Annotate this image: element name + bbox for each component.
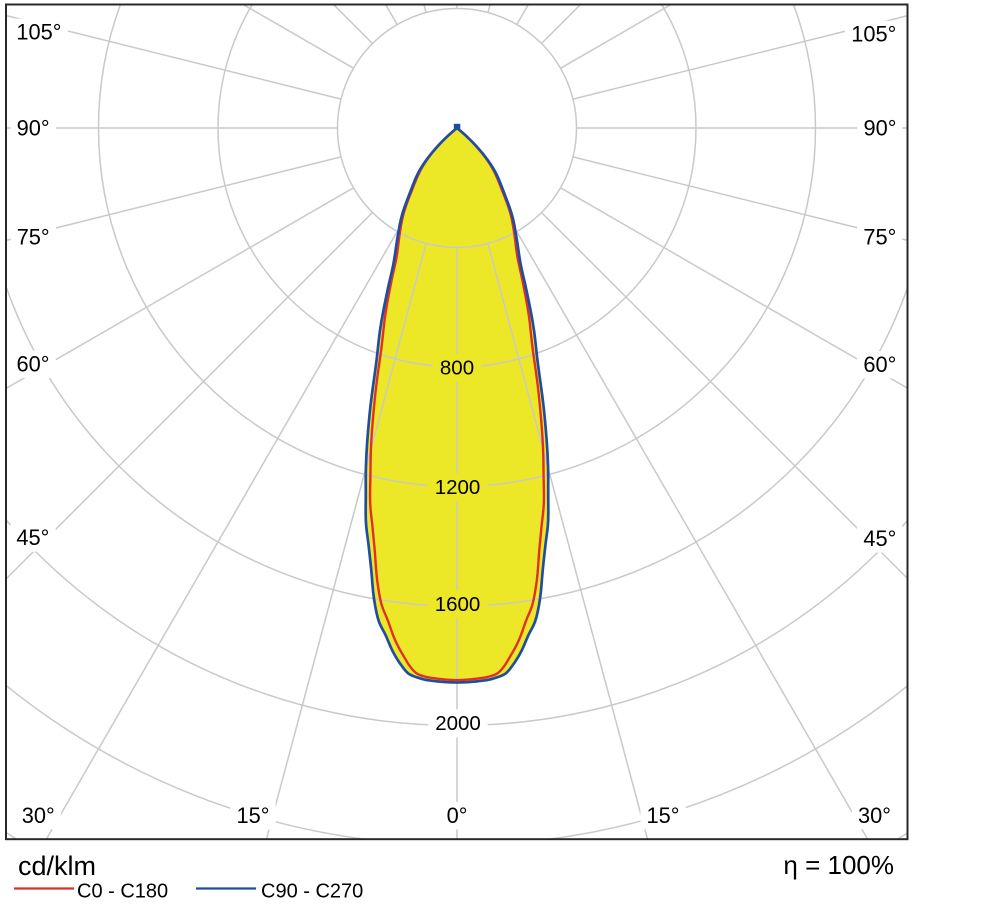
- svg-text:60°: 60°: [863, 352, 896, 377]
- svg-text:C90 - C270: C90 - C270: [261, 881, 363, 903]
- svg-text:90°: 90°: [17, 115, 50, 140]
- svg-text:0°: 0°: [447, 803, 468, 828]
- svg-text:45°: 45°: [16, 525, 49, 550]
- svg-text:η = 100%: η = 100%: [783, 850, 894, 880]
- svg-text:60°: 60°: [17, 352, 50, 377]
- svg-text:45°: 45°: [863, 526, 896, 551]
- svg-text:90°: 90°: [864, 115, 897, 140]
- svg-text:800: 800: [440, 357, 474, 380]
- svg-text:30°: 30°: [22, 803, 55, 828]
- svg-text:105°: 105°: [851, 22, 896, 47]
- svg-text:C0 - C180: C0 - C180: [77, 881, 168, 903]
- svg-text:105°: 105°: [16, 20, 61, 45]
- svg-text:15°: 15°: [647, 803, 680, 828]
- svg-text:1200: 1200: [435, 476, 481, 499]
- svg-text:30°: 30°: [858, 803, 891, 828]
- svg-text:cd/klm: cd/klm: [18, 851, 96, 881]
- svg-text:75°: 75°: [17, 224, 50, 249]
- svg-text:2000: 2000: [435, 712, 481, 735]
- svg-text:75°: 75°: [863, 224, 896, 249]
- svg-text:15°: 15°: [237, 803, 270, 828]
- svg-text:1600: 1600: [435, 593, 481, 616]
